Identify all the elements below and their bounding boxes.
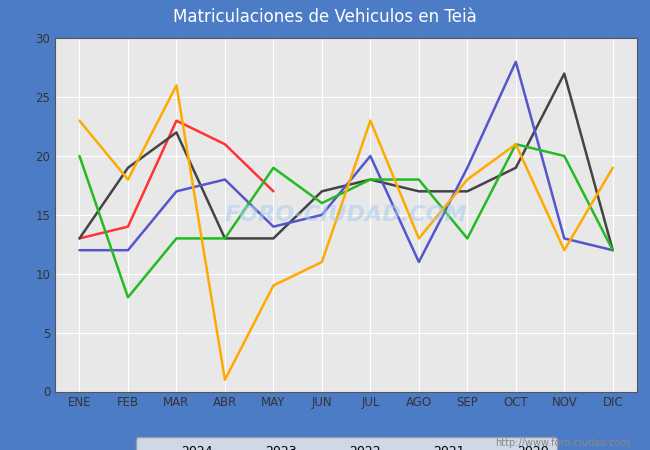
Text: http://www.foro-ciudad.com: http://www.foro-ciudad.com [495, 438, 630, 448]
Legend: 2024, 2023, 2022, 2021, 2020: 2024, 2023, 2022, 2021, 2020 [136, 437, 556, 450]
Text: FORO-CIUDAD.COM: FORO-CIUDAD.COM [225, 205, 467, 225]
Text: Matriculaciones de Vehiculos en Teià: Matriculaciones de Vehiculos en Teià [173, 8, 477, 26]
